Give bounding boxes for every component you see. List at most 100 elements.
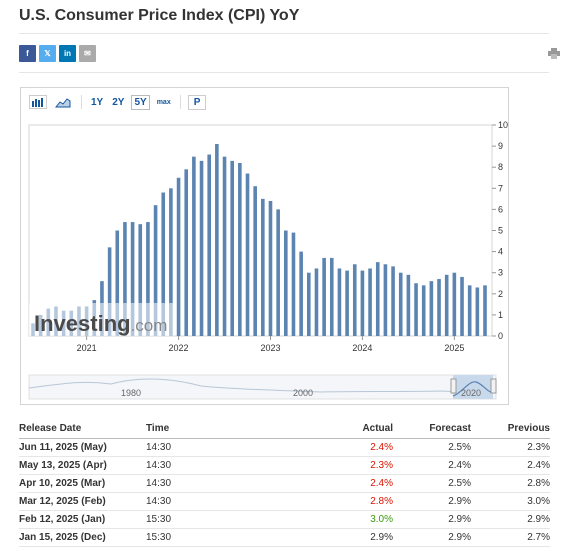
- navigator-handle[interactable]: [450, 378, 457, 394]
- y-tick-label: 5: [498, 226, 503, 236]
- bar-chart-icon[interactable]: [29, 95, 47, 109]
- chart-bar[interactable]: [429, 281, 434, 336]
- actual-cell: 2.4%: [370, 478, 393, 489]
- toolbar-divider: [81, 95, 82, 109]
- chart-bar[interactable]: [284, 230, 288, 337]
- x-tick-label: 2021: [77, 343, 97, 353]
- chart-bar[interactable]: [291, 232, 296, 336]
- chart-bar[interactable]: [307, 272, 311, 336]
- chart-bar[interactable]: [352, 264, 357, 336]
- chart-bar[interactable]: [329, 257, 334, 336]
- chart-bar[interactable]: [169, 188, 173, 336]
- y-tick-label: 10: [498, 120, 508, 130]
- header-previous[interactable]: Previous: [507, 423, 550, 434]
- actual-cell: 2.9%: [370, 532, 393, 543]
- time-cell: 15:30: [146, 532, 172, 543]
- header-time[interactable]: Time: [146, 423, 170, 434]
- share-bar: f 𝕏 in ✉: [19, 45, 96, 62]
- range-1y-button[interactable]: 1Y: [91, 96, 104, 108]
- chart-bar[interactable]: [199, 160, 204, 336]
- y-tick-label: 8: [498, 162, 503, 172]
- chart-bar[interactable]: [123, 222, 127, 336]
- range-2y-button[interactable]: 2Y: [112, 96, 125, 108]
- chart-bar[interactable]: [391, 266, 395, 336]
- chart-bar[interactable]: [437, 279, 441, 336]
- toolbar-divider-2: [179, 95, 181, 109]
- range-navigator[interactable]: [28, 374, 497, 400]
- chart-bar[interactable]: [161, 192, 166, 336]
- twitter-icon[interactable]: 𝕏: [39, 45, 56, 62]
- navigator-selection[interactable]: [453, 375, 493, 399]
- facebook-icon[interactable]: f: [19, 45, 36, 62]
- chart-bar[interactable]: [414, 283, 418, 336]
- chart-bar[interactable]: [153, 205, 158, 336]
- chart-bar[interactable]: [406, 274, 411, 336]
- forecast-cell: 2.5%: [448, 442, 471, 453]
- forecast-cell: 2.5%: [448, 478, 471, 489]
- chart-bar[interactable]: [452, 272, 457, 336]
- chart-bar[interactable]: [176, 177, 181, 336]
- chart-bar[interactable]: [467, 285, 472, 336]
- chart-bar[interactable]: [460, 276, 464, 336]
- y-tick-label: 7: [498, 183, 503, 193]
- chart-bar[interactable]: [146, 222, 150, 336]
- table-row: Mar 12, 2025 (Feb) 14:30 2.8% 2.9% 3.0%: [19, 493, 550, 511]
- table-row: May 13, 2025 (Apr) 14:30 2.3% 2.4% 2.4%: [19, 457, 550, 475]
- chart-bar[interactable]: [444, 274, 449, 336]
- chart-bar[interactable]: [222, 156, 227, 336]
- chart-bar[interactable]: [238, 162, 242, 336]
- chart-bar[interactable]: [184, 169, 189, 336]
- release-date-cell: May 13, 2025 (Apr): [19, 460, 107, 471]
- chart-bar[interactable]: [322, 257, 326, 336]
- chart-bar[interactable]: [360, 270, 365, 336]
- previous-cell: 3.0%: [527, 496, 550, 507]
- header-actual[interactable]: Actual: [362, 423, 393, 434]
- x-tick-label: 2025: [444, 343, 464, 353]
- range-max-button[interactable]: max: [156, 98, 171, 106]
- chart-bar[interactable]: [475, 287, 480, 336]
- header-forecast[interactable]: Forecast: [429, 423, 471, 434]
- chart-bar[interactable]: [345, 270, 349, 336]
- forecast-cell: 2.9%: [448, 514, 471, 525]
- y-tick-label: 1: [498, 310, 503, 320]
- email-icon[interactable]: ✉: [79, 45, 96, 62]
- chart-bar[interactable]: [115, 230, 120, 337]
- navigator-selection-line: [452, 381, 494, 397]
- x-tick-label: 2023: [260, 343, 280, 353]
- chart-bar[interactable]: [398, 272, 403, 336]
- chart-bar[interactable]: [107, 247, 112, 336]
- chart-bar[interactable]: [192, 156, 196, 336]
- chart-bar[interactable]: [276, 209, 280, 336]
- chart-bar[interactable]: [138, 224, 143, 336]
- chart-bar[interactable]: [314, 268, 319, 336]
- chart-bar[interactable]: [383, 264, 388, 336]
- chart-bar[interactable]: [337, 268, 342, 336]
- chart-bar[interactable]: [421, 285, 426, 336]
- chart-bar[interactable]: [215, 143, 219, 336]
- navigator-handle[interactable]: [490, 378, 497, 394]
- chart-bar[interactable]: [130, 222, 135, 336]
- linkedin-icon[interactable]: in: [59, 45, 76, 62]
- cpi-bar-chart: 0 1 2 3 4 5 6 7 8 9 10 2021 2022 2023 2024 2025 Invest…: [28, 120, 508, 400]
- y-tick-label: 2: [498, 289, 503, 299]
- range-5y-button[interactable]: 5Y: [131, 94, 150, 110]
- chart-bar[interactable]: [207, 154, 211, 336]
- area-chart-icon[interactable]: [54, 95, 72, 109]
- chart-bar[interactable]: [253, 186, 257, 336]
- watermark-backdrop: [29, 303, 173, 336]
- chart-bar[interactable]: [375, 262, 380, 336]
- print-icon[interactable]: [548, 48, 560, 59]
- previous-cell: 2.3%: [527, 442, 550, 453]
- header-release-date[interactable]: Release Date: [19, 423, 82, 434]
- chart-bar[interactable]: [245, 173, 250, 336]
- chart-bar[interactable]: [230, 160, 234, 336]
- chart-bar[interactable]: [299, 251, 303, 336]
- actual-cell: 3.0%: [370, 514, 393, 525]
- table-row: Feb 12, 2025 (Jan) 15:30 3.0% 2.9% 2.9%: [19, 511, 550, 529]
- chart-bar[interactable]: [483, 285, 487, 336]
- chart-bar[interactable]: [368, 268, 372, 336]
- previous-cell: 2.7%: [527, 532, 550, 543]
- chart-bar[interactable]: [261, 198, 265, 336]
- p-button[interactable]: P: [187, 94, 207, 110]
- chart-bar[interactable]: [268, 200, 273, 336]
